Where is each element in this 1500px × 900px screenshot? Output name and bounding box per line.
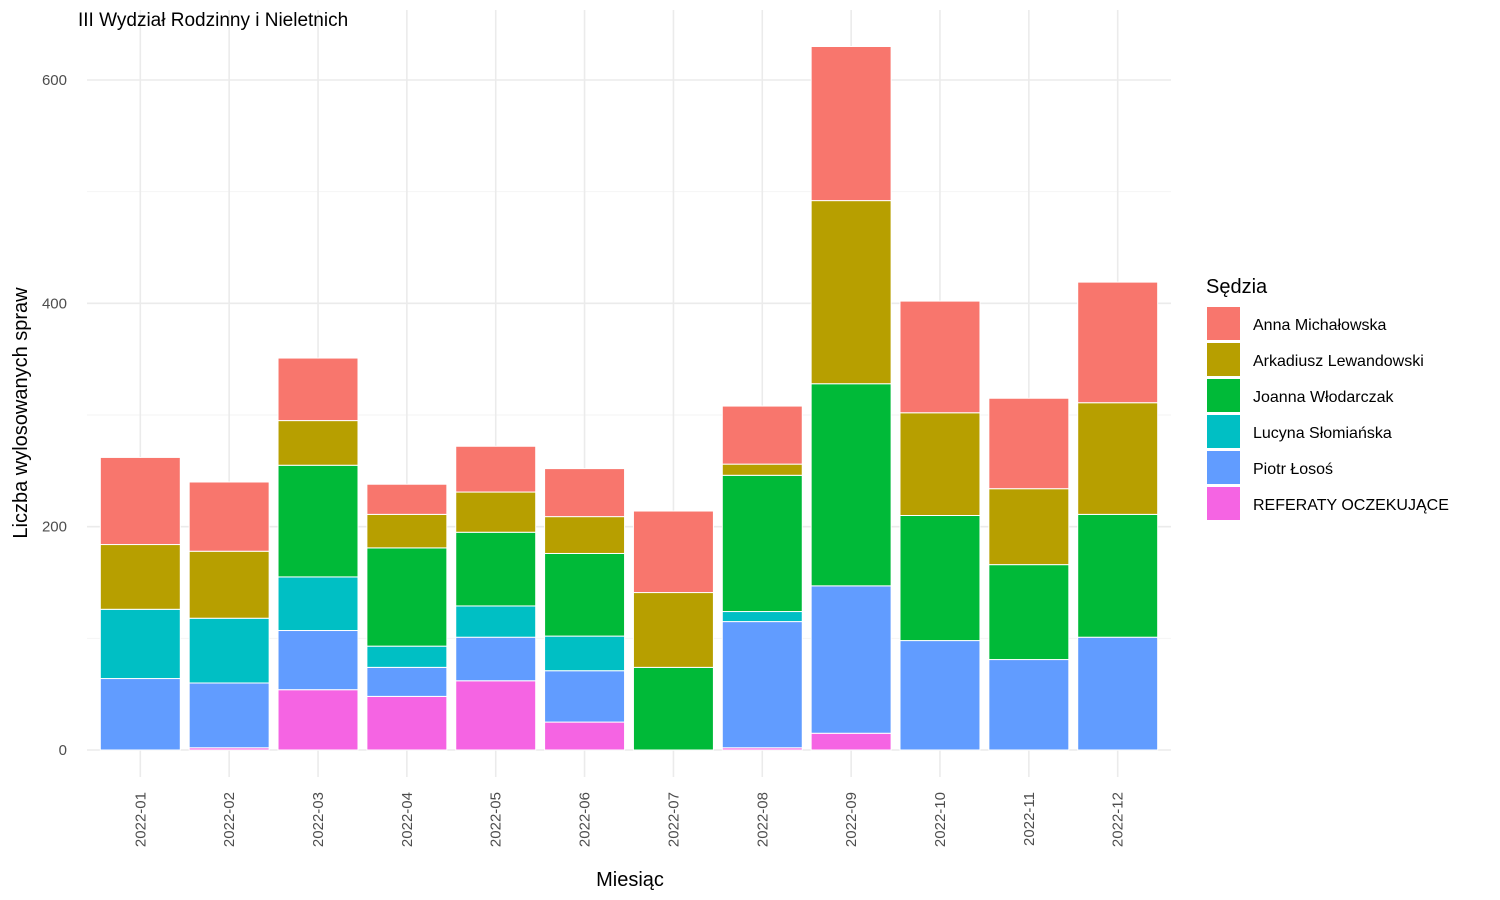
y-tick-label: 400 xyxy=(42,295,67,312)
bar-segment xyxy=(544,670,626,723)
legend-key xyxy=(1207,451,1240,484)
bar-segment xyxy=(810,46,892,202)
legend-label: Joanna Włodarczak xyxy=(1253,389,1395,406)
x-axis-ticks: 2022-01 2022-02 2022-03 2022-04 2022-05 2022-… xyxy=(132,792,1126,847)
bar-segment xyxy=(1077,281,1159,404)
legend-key xyxy=(1207,307,1240,340)
x-tick-label: 2022-02 xyxy=(221,792,238,847)
bar-segment xyxy=(455,531,537,607)
bar-segment xyxy=(1077,636,1159,751)
bar-segment xyxy=(632,592,714,668)
bar-segment xyxy=(277,689,359,751)
x-tick-label: 2022-04 xyxy=(399,792,416,847)
bar-segment xyxy=(366,483,448,515)
bar-segment xyxy=(99,456,181,546)
bar-segment xyxy=(544,721,626,751)
x-tick-label: 2022-08 xyxy=(754,792,771,847)
bar-segment xyxy=(632,510,714,594)
bars xyxy=(99,46,1159,751)
x-tick-label: 2022-11 xyxy=(1021,792,1038,846)
chart-title: III Wydział Rodzinny i Nieletnich xyxy=(78,10,348,31)
bar-segment xyxy=(1077,402,1159,515)
bar-segment xyxy=(721,621,803,749)
x-tick-label: 2022-10 xyxy=(932,792,949,847)
bar-segment xyxy=(99,678,181,751)
bar-segment xyxy=(277,630,359,691)
bar-segment xyxy=(721,474,803,613)
legend: Sędzia Anna Michałowska Arkadiusz Lewando… xyxy=(1206,276,1449,520)
bar-segment xyxy=(277,576,359,632)
bar-segment xyxy=(899,412,981,516)
bar-segment xyxy=(632,666,714,751)
bar-segment xyxy=(455,605,537,638)
bar-segment xyxy=(544,468,626,518)
bar-segment xyxy=(366,695,448,751)
bar-segment xyxy=(988,488,1070,566)
bar-segment xyxy=(899,300,981,414)
legend-key xyxy=(1207,379,1240,412)
bar-segment xyxy=(988,397,1070,490)
bar-segment xyxy=(277,420,359,466)
bar-segment xyxy=(544,635,626,672)
bar-segment xyxy=(366,666,448,697)
legend-label: Lucyna Słomiańska xyxy=(1253,425,1392,442)
y-tick-label: 200 xyxy=(42,519,67,536)
bar-segment xyxy=(899,640,981,751)
bar-segment xyxy=(277,357,359,422)
legend-label: Arkadiusz Lewandowski xyxy=(1253,353,1424,370)
x-tick-label: 2022-09 xyxy=(843,792,860,847)
bar-segment xyxy=(366,547,448,647)
bar-segment xyxy=(544,552,626,637)
x-axis-title: Miesiąc xyxy=(596,869,664,891)
legend-label: Anna Michałowska xyxy=(1253,317,1387,334)
bar-segment xyxy=(188,481,270,552)
bar-segment xyxy=(810,585,892,734)
bar-segment xyxy=(721,611,803,623)
x-tick-label: 2022-03 xyxy=(310,792,327,847)
bar-segment xyxy=(810,200,892,385)
y-tick-label: 600 xyxy=(42,72,67,89)
y-tick-label: 0 xyxy=(59,742,67,759)
legend-key xyxy=(1207,415,1240,448)
legend-label: Piotr Łosoś xyxy=(1253,461,1333,478)
bar-segment xyxy=(277,464,359,578)
y-axis-title: Liczba wylosowanych spraw xyxy=(10,287,32,539)
bar-segment xyxy=(366,513,448,549)
legend-key xyxy=(1207,343,1240,376)
bar-segment xyxy=(99,544,181,610)
legend-title: Sędzia xyxy=(1206,276,1268,298)
bar-segment xyxy=(899,515,981,642)
legend-label: REFERATY OCZEKUJĄCE xyxy=(1253,497,1449,514)
legend-key xyxy=(1207,487,1240,520)
bar-segment xyxy=(455,636,537,682)
bar-segment xyxy=(188,617,270,684)
x-tick-label: 2022-05 xyxy=(488,792,505,847)
bar-segment xyxy=(810,732,892,751)
bar-segment xyxy=(188,550,270,619)
bar-segment xyxy=(721,463,803,476)
bar-segment xyxy=(988,564,1070,661)
bar-segment xyxy=(1077,513,1159,638)
x-tick-label: 2022-06 xyxy=(577,792,594,847)
bar-segment xyxy=(455,445,537,493)
y-axis-ticks: 0 200 400 600 xyxy=(42,72,67,759)
bar-segment xyxy=(810,383,892,587)
bar-segment xyxy=(988,659,1070,751)
bar-segment xyxy=(544,516,626,554)
bar-segment xyxy=(99,608,181,680)
bar-segment xyxy=(455,680,537,751)
bar-segment xyxy=(366,645,448,668)
bar-segment xyxy=(188,682,270,749)
x-tick-label: 2022-12 xyxy=(1110,792,1127,847)
bar-segment xyxy=(721,405,803,465)
x-tick-label: 2022-01 xyxy=(132,792,149,847)
x-tick-label: 2022-07 xyxy=(665,792,682,847)
bar-segment xyxy=(455,491,537,533)
